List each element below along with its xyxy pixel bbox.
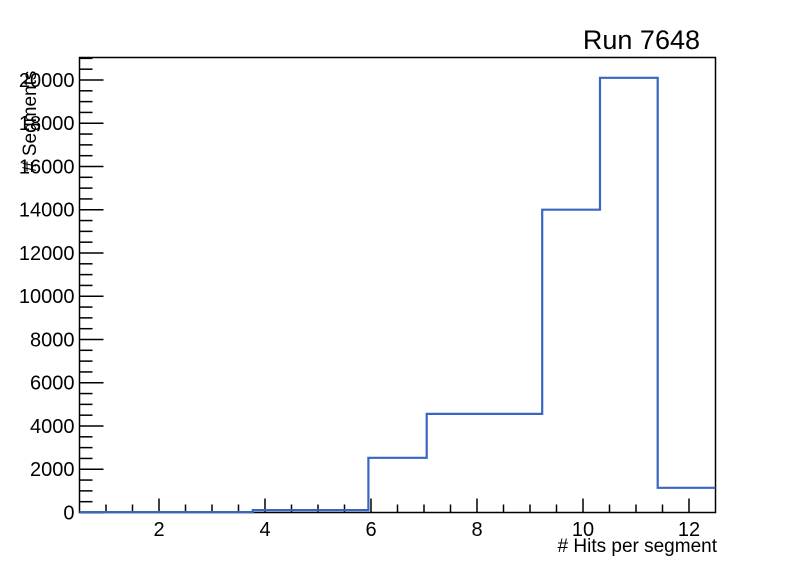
y-tick-label: 2000 [30, 459, 75, 481]
y-tick-label: 4000 [30, 416, 75, 438]
y-axis-title: # Segments [20, 70, 41, 172]
x-tick-label: 4 [259, 519, 270, 541]
x-tick-label: 8 [471, 519, 482, 541]
x-tick-label: 10 [572, 519, 594, 541]
y-tick-label: 20000 [19, 70, 75, 92]
y-tick-label: 12000 [19, 243, 75, 265]
x-tick-label: 12 [678, 519, 700, 541]
x-axis-title: # Hits per segment [557, 536, 717, 557]
y-tick-label: 6000 [30, 373, 75, 395]
x-tick-label: 2 [153, 519, 164, 541]
x-tick-label: 6 [365, 519, 376, 541]
y-tick-label: 0 [63, 503, 74, 525]
chart-title: Run 7648 [582, 25, 700, 55]
y-tick-label: 16000 [19, 156, 75, 178]
y-tick-label: 18000 [19, 113, 75, 135]
y-tick-label: 14000 [19, 200, 75, 222]
plot-frame [78, 56, 717, 514]
y-tick-label: 8000 [30, 329, 75, 351]
y-tick-label: 10000 [19, 286, 75, 308]
histogram-line [79, 76, 716, 514]
